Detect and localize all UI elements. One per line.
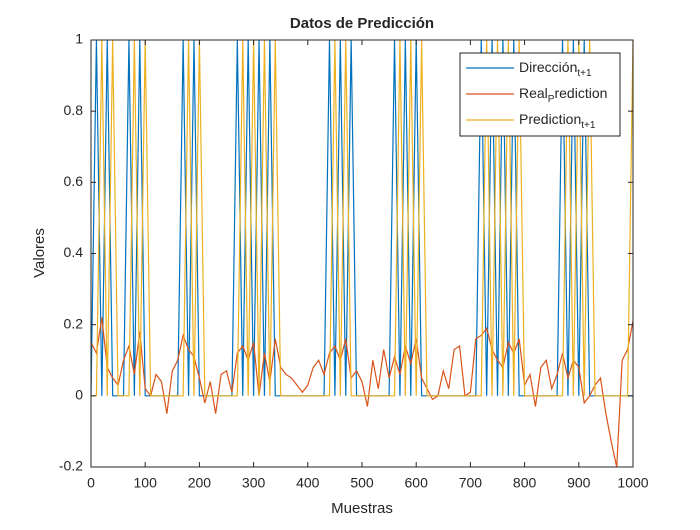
y-tick-label: -0.2	[59, 458, 83, 474]
y-axis-label: Valores	[31, 228, 48, 278]
legend-label: Direcciónt+1	[519, 59, 592, 79]
series-line	[91, 39, 634, 397]
legend-text: Dirección	[519, 59, 577, 75]
x-tick-label: 700	[459, 475, 483, 491]
y-tick-label: 0.8	[64, 102, 84, 118]
y-tick-label: 0	[75, 387, 83, 403]
axes: 0 100 200 300 400 500 600 700 800 900 1000-0.200.2…	[59, 31, 649, 491]
legend-text: Prediction	[519, 111, 581, 127]
y-tick-label: 0.2	[64, 315, 84, 331]
x-tick-label: 400	[296, 475, 320, 491]
legend-subscript: t+1	[577, 68, 592, 79]
x-tick-label: 0	[87, 475, 95, 491]
x-tick-label: 200	[188, 475, 212, 491]
legend-text: rediction	[554, 85, 607, 101]
x-tick-label: 900	[567, 475, 591, 491]
y-tick-label: 0.4	[64, 244, 84, 260]
y-tick-label: 0.6	[64, 173, 84, 189]
legend-label: Predictiont+1	[519, 111, 596, 131]
legend-subscript: P	[548, 94, 555, 105]
x-tick-label: 100	[134, 475, 158, 491]
chart-title: Datos de Predicción	[290, 15, 434, 32]
x-axis-label: Muestras	[331, 500, 393, 517]
x-tick-label: 1000	[617, 475, 648, 491]
legend-text: Real	[519, 85, 548, 101]
legend-label: RealPrediction	[519, 85, 607, 105]
x-tick-label: 800	[513, 475, 537, 491]
x-tick-label: 500	[350, 475, 374, 491]
y-tick-label: 1	[75, 31, 83, 47]
plot-lines	[90, 39, 634, 468]
series-line	[90, 317, 634, 468]
x-tick-label: 300	[242, 475, 266, 491]
legend-subscript: t+1	[581, 120, 596, 131]
x-tick-label: 600	[405, 475, 429, 491]
